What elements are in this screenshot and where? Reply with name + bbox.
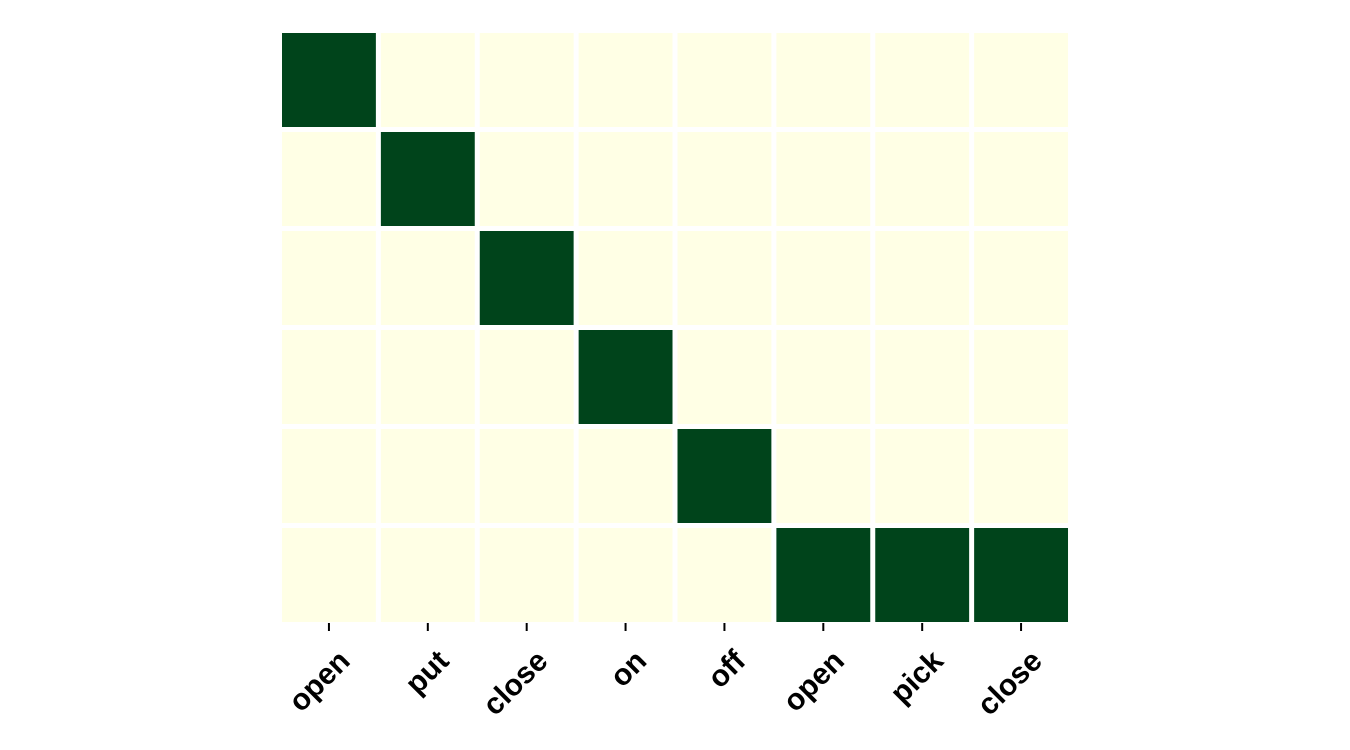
- heatmap-cell-r5-c3: [578, 528, 673, 622]
- heatmap-cell-r5-c1: [380, 528, 475, 622]
- heatmap-cell-r0-c1: [380, 33, 475, 127]
- heatmap-cell-r3-c6: [875, 330, 970, 424]
- heatmap-cell-r2-c4: [677, 231, 772, 325]
- heatmap-cell-r0-c3: [578, 33, 673, 127]
- heatmap-cell-r0-c6: [875, 33, 970, 127]
- heatmap-cell-r4-c3: [578, 429, 673, 523]
- heatmap-cell-r3-c3: [578, 330, 673, 424]
- heatmap-cells: [282, 33, 1069, 622]
- heatmap-cell-r5-c7: [974, 528, 1069, 622]
- heatmap-cell-r3-c0: [282, 330, 376, 424]
- heatmap-cell-r1-c7: [974, 132, 1069, 226]
- heatmap-cell-r1-c0: [282, 132, 376, 226]
- heatmap-cell-r1-c4: [677, 132, 772, 226]
- heatmap-cell-r5-c2: [479, 528, 574, 622]
- heatmap-cell-r1-c1: [380, 132, 475, 226]
- heatmap-cell-r1-c6: [875, 132, 970, 226]
- heatmap-cell-r3-c5: [776, 330, 871, 424]
- heatmap-cell-r4-c1: [380, 429, 475, 523]
- heatmap-cell-r2-c6: [875, 231, 970, 325]
- heatmap-cell-r3-c7: [974, 330, 1069, 424]
- heatmap-cell-r4-c0: [282, 429, 376, 523]
- heatmap-cell-r2-c1: [380, 231, 475, 325]
- heatmap-cell-r1-c5: [776, 132, 871, 226]
- heatmap-cell-r4-c2: [479, 429, 574, 523]
- heatmap-cell-r0-c5: [776, 33, 871, 127]
- heatmap-cell-r0-c0: [282, 33, 376, 127]
- heatmap-cell-r0-c7: [974, 33, 1069, 127]
- heatmap-cell-r3-c2: [479, 330, 574, 424]
- heatmap-cell-r5-c5: [776, 528, 871, 622]
- heatmap-cell-r4-c5: [776, 429, 871, 523]
- heatmap-cell-r5-c0: [282, 528, 376, 622]
- heatmap-cell-r0-c2: [479, 33, 574, 127]
- heatmap-cell-r2-c5: [776, 231, 871, 325]
- heatmap-cell-r5-c6: [875, 528, 970, 622]
- heatmap-cell-r2-c2: [479, 231, 574, 325]
- heatmap-cell-r4-c6: [875, 429, 970, 523]
- heatmap-cell-r0-c4: [677, 33, 772, 127]
- heatmap-cell-r2-c0: [282, 231, 376, 325]
- heatmap-cell-r3-c1: [380, 330, 475, 424]
- heatmap-cell-r1-c3: [578, 132, 673, 226]
- heatmap-cell-r3-c4: [677, 330, 772, 424]
- heatmap-cell-r5-c4: [677, 528, 772, 622]
- heatmap-cell-r4-c7: [974, 429, 1069, 523]
- heatmap-cell-r2-c3: [578, 231, 673, 325]
- heatmap-cell-r2-c7: [974, 231, 1069, 325]
- heatmap-cell-r4-c4: [677, 429, 772, 523]
- heatmap-cell-r1-c2: [479, 132, 574, 226]
